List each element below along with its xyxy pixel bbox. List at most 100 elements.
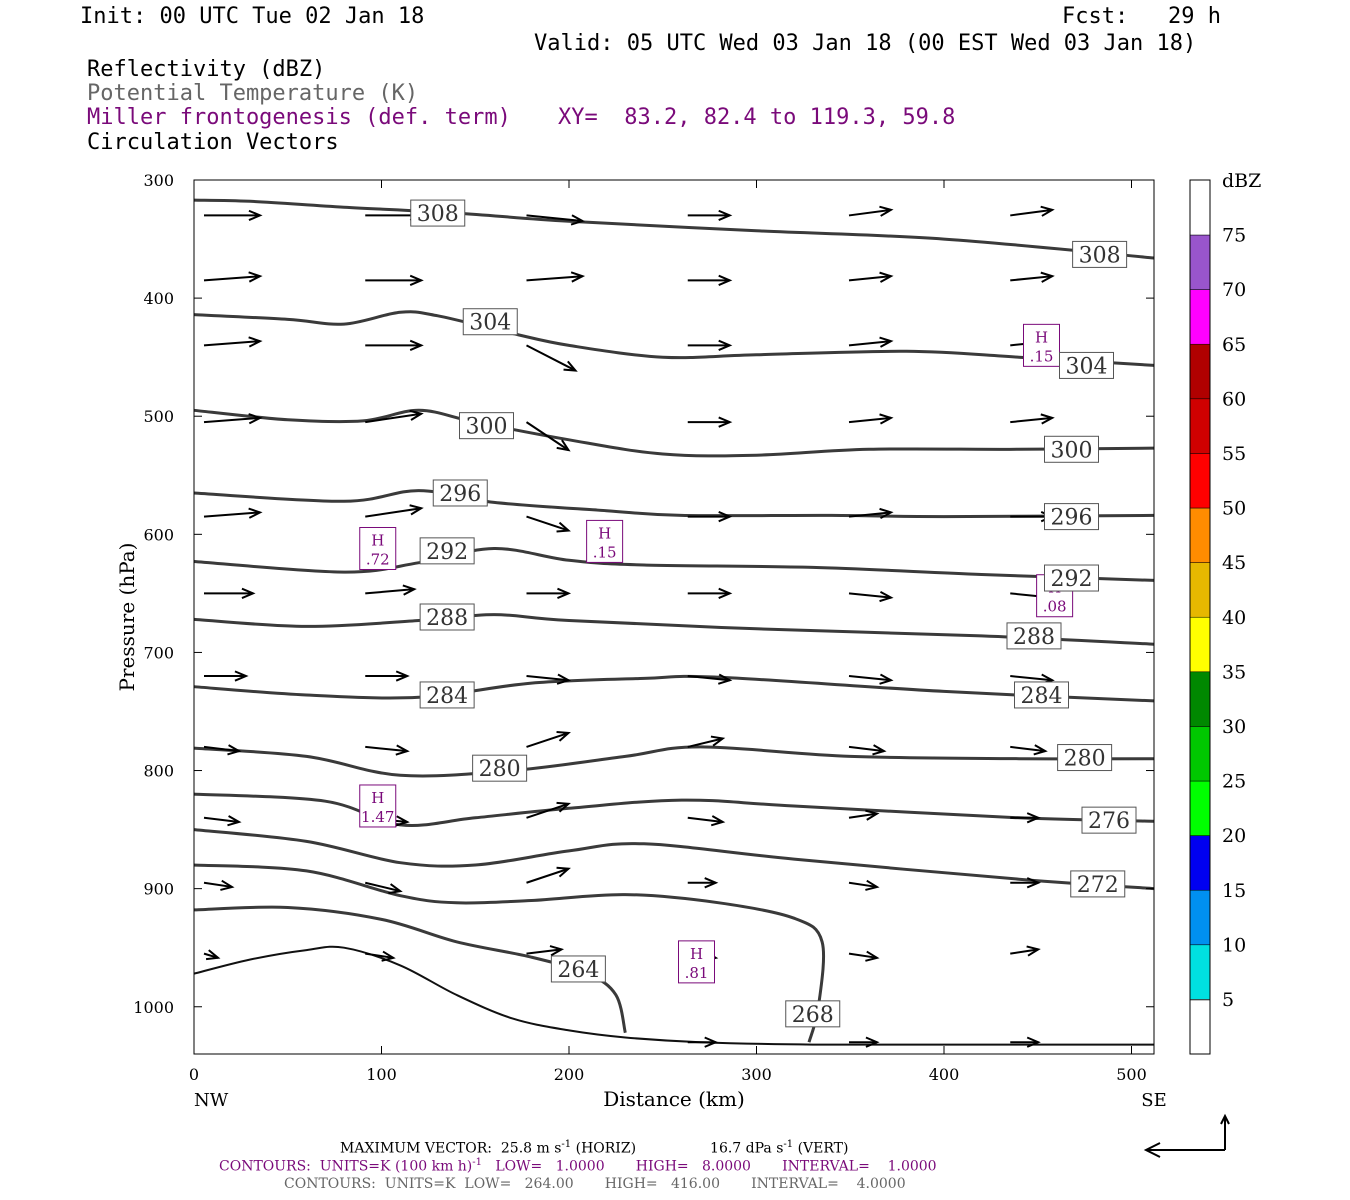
frontogenesis-contour-range: LOW= 1.0000 HIGH= 8.0000 INTERVAL= 1.000… [482, 1158, 937, 1175]
axes: 300 400 500 600 700 800 900 1000 0 100 200 300 400 50… [115, 171, 1167, 1111]
frontogenesis-contour-unit-exponent: -1 [472, 1157, 483, 1168]
legend-level-label: 20 [1222, 825, 1246, 847]
x-axis-left-end-label: NW [194, 1090, 229, 1111]
circulation-vector [848, 879, 880, 891]
theta-label-text: 284 [1021, 684, 1063, 709]
vector-shaft [526, 675, 569, 682]
contour-labels: 308 308 304 304 300 300 296 296 292 292 288 288 284 2… [410, 199, 1137, 1028]
theta-label-box [1044, 503, 1099, 531]
vector-shaft [1010, 208, 1053, 217]
circulation-vector [526, 945, 565, 957]
vector-shaft [526, 802, 569, 819]
legend-swatch [1189, 343, 1211, 400]
vector-shaft [365, 745, 408, 753]
theta-label-304: 304 [1059, 351, 1114, 379]
vector-shaft [203, 881, 233, 888]
frontogenesis-max-label: H [371, 531, 384, 549]
legend-swatch [1189, 289, 1211, 345]
frontogenesis-max-box [586, 519, 624, 563]
vector-head [395, 815, 410, 827]
theta-label-text: 288 [1013, 625, 1055, 650]
circulation-vector [1010, 877, 1041, 889]
theta-contour-288 [193, 613, 1155, 646]
theta-label-box [462, 308, 518, 336]
legend-level-label: 75 [1222, 225, 1246, 247]
circulation-vector [526, 730, 571, 748]
legend-level-label: 15 [1222, 880, 1246, 902]
vector-head [409, 504, 424, 516]
circulation-vector [204, 587, 256, 599]
y-tick-label: 600 [143, 525, 174, 544]
vector-head [395, 744, 410, 756]
vector-head [381, 950, 396, 962]
max-vector-horiz-tail: (HORIZ) [571, 1140, 637, 1157]
theta-label-box [419, 603, 475, 631]
circulation-vector [526, 673, 572, 685]
vector-shaft [365, 412, 422, 424]
circulation-vector [848, 673, 894, 685]
circulation-vector [687, 877, 719, 889]
circulation-vector [365, 409, 424, 424]
legend-level-label: 60 [1222, 388, 1246, 410]
legend-level-label: 10 [1222, 934, 1246, 956]
legend-level-label: 65 [1222, 334, 1246, 356]
vector-head [879, 413, 894, 425]
vector-head [556, 730, 571, 742]
circulation-vector [848, 336, 894, 348]
theta-label-text: 268 [792, 1003, 834, 1028]
theta-label-284: 284 [1014, 681, 1069, 709]
vector-head [1026, 877, 1041, 889]
theta-contour-264 [193, 905, 627, 1034]
vector-shaft [365, 588, 415, 595]
theta-label-box [1044, 435, 1099, 463]
theta-label-box [1072, 240, 1128, 268]
vector-head [718, 511, 733, 523]
circulation-vector [526, 515, 571, 533]
vector-head [1026, 945, 1041, 957]
circulation-vector [687, 274, 733, 286]
vector-shaft [848, 416, 892, 424]
legend-level-label: 50 [1222, 498, 1246, 520]
legend-level-label: 30 [1222, 716, 1246, 738]
circulation-vector [365, 950, 396, 962]
vector-head [718, 209, 733, 222]
circulation-vector [203, 413, 263, 425]
circulation-vector [848, 590, 894, 603]
circulation-vector [203, 879, 235, 891]
vector-shaft [848, 675, 892, 682]
legend-swatch [1189, 944, 1211, 1000]
theta-contour-296 [193, 489, 1155, 519]
frontogenesis-max-value: .15 [1030, 347, 1054, 365]
legend-swatch [1189, 889, 1211, 946]
legend-unit: dBZ [1222, 170, 1261, 192]
theta-label-296: 296 [432, 479, 488, 507]
theta-label-288: 288 [1006, 622, 1062, 650]
vector-head [556, 673, 572, 685]
vector-head [220, 879, 235, 891]
vector-head [570, 214, 586, 226]
legend-level-label: 70 [1222, 279, 1246, 301]
theta-contour-276 [193, 792, 1155, 827]
x-tick-label: 200 [554, 1065, 585, 1084]
circulation-vector [687, 1036, 719, 1048]
theta-label-284: 284 [419, 681, 475, 709]
plot-frame [193, 179, 1155, 1055]
x-axis-right-end-label: SE [1141, 1090, 1166, 1111]
theta-contour-300 [193, 408, 1155, 458]
circulation-vector [365, 504, 424, 518]
theta-label-268: 268 [785, 1000, 841, 1028]
theta-label-300: 300 [459, 412, 514, 440]
vector-shaft [203, 511, 261, 518]
theta-label-box [1006, 622, 1062, 650]
vector-head [234, 670, 249, 682]
vector-head [879, 271, 894, 283]
theta-label-text: 308 [1079, 243, 1121, 268]
vector-head [409, 409, 424, 421]
circulation-vector [203, 271, 263, 283]
x-tick-label: 500 [1116, 1065, 1147, 1084]
vector-shaft [848, 340, 892, 347]
theta-label-264: 264 [550, 955, 606, 983]
frontogenesis-max-value: .15 [593, 543, 617, 561]
vector-head [1040, 271, 1055, 283]
